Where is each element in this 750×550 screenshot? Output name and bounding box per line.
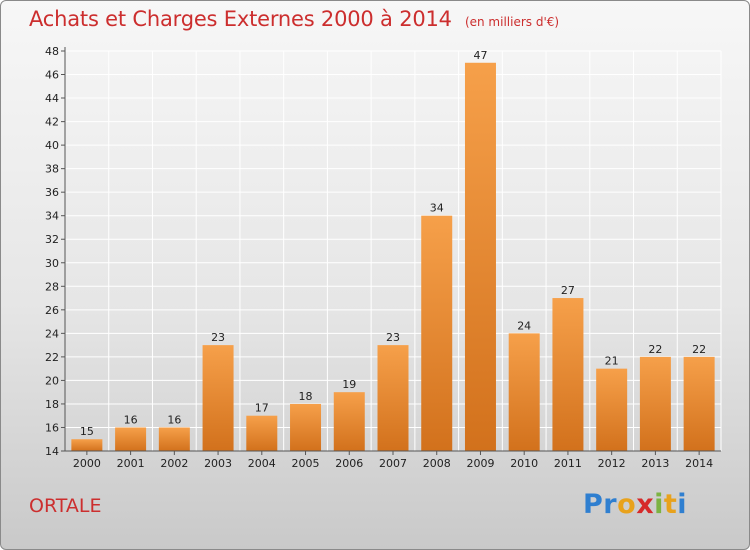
bar-2004 [246,415,278,451]
y-tick-label: 18 [45,398,59,411]
value-label: 19 [342,378,356,391]
x-tick-label: 2014 [685,457,713,470]
bar-2011 [552,298,584,451]
x-tick-label: 2004 [248,457,276,470]
bar-2008 [421,215,453,451]
proxiti-logo: Proxiti [583,489,687,520]
commune-name: ORTALE [29,495,102,517]
y-tick-label: 42 [45,116,59,129]
logo-letter: x [636,489,655,520]
y-tick-label: 28 [45,280,59,293]
bar-2002 [158,427,190,451]
logo-letter: P [583,489,604,520]
logo-letter: r [603,489,618,520]
y-tick-label: 14 [45,445,59,458]
y-tick-label: 36 [45,186,59,199]
data-labels: 15 16 16 23 17 18 19 23 34 47 24 27 21 22 22 [80,49,706,438]
x-tick-label: 2010 [510,457,538,470]
y-tick-label: 20 [45,374,59,387]
x-tick-label: 2001 [117,457,145,470]
bar-2006 [333,392,365,451]
value-label: 16 [124,413,138,426]
bar-2003 [202,345,234,451]
value-label: 23 [386,331,400,344]
logo-letter: o [617,489,637,520]
y-tick-label: 24 [45,327,59,340]
chart-title-block: Achats et Charges Externes 2000 à 2014 (… [29,7,559,31]
y-tick-label: 44 [45,92,59,105]
bar-2012 [596,368,628,451]
value-label: 17 [255,402,269,415]
y-tick-label: 48 [45,45,59,58]
value-label: 47 [473,49,487,62]
x-tick-label: 2003 [204,457,232,470]
y-tick-label: 46 [45,69,59,82]
y-tick-label: 26 [45,304,59,317]
y-tick-label: 22 [45,351,59,364]
x-tick-label: 2008 [423,457,451,470]
x-tick-label: 2005 [292,457,320,470]
bars [71,62,715,451]
value-label: 34 [430,202,444,215]
value-label: 27 [561,284,575,297]
axes: 14 16 18 20 22 24 26 28 30 32 34 36 38 40 42 44 46 48 2000… [45,45,721,470]
x-tick-label: 2013 [641,457,669,470]
bar-2010 [508,333,540,451]
x-tick-label: 2009 [466,457,494,470]
x-tick-label: 2002 [160,457,188,470]
chart-subtitle: (en milliers d'€) [464,15,560,29]
value-label: 22 [692,343,706,356]
value-label: 23 [211,331,225,344]
bar-2001 [115,427,147,451]
bar-2007 [377,345,409,451]
x-tick-label: 2012 [598,457,626,470]
chart-title: Achats et Charges Externes 2000 à 2014 [29,7,452,31]
value-label: 16 [167,413,181,426]
x-tick-label: 2000 [73,457,101,470]
bar-2009 [464,62,496,451]
value-label: 21 [605,355,619,368]
x-tick-label: 2007 [379,457,407,470]
x-tick-label: 2006 [335,457,363,470]
y-tick-label: 16 [45,421,59,434]
logo-letter: i [677,489,688,520]
y-tick-label: 32 [45,233,59,246]
logo-letter: i [654,489,664,520]
bar-2014 [683,356,715,451]
y-tick-label: 34 [45,210,59,223]
y-tick-label: 38 [45,163,59,176]
y-tick-label: 30 [45,257,59,270]
y-tick-label: 40 [45,139,59,152]
bar-2013 [639,356,671,451]
value-label: 15 [80,425,94,438]
logo-letter: t [663,489,678,520]
x-tick-label: 2011 [554,457,582,470]
bar-2000 [71,439,103,451]
value-label: 22 [648,343,662,356]
bar-2005 [290,403,322,451]
value-label: 24 [517,319,531,332]
value-label: 18 [299,390,313,403]
